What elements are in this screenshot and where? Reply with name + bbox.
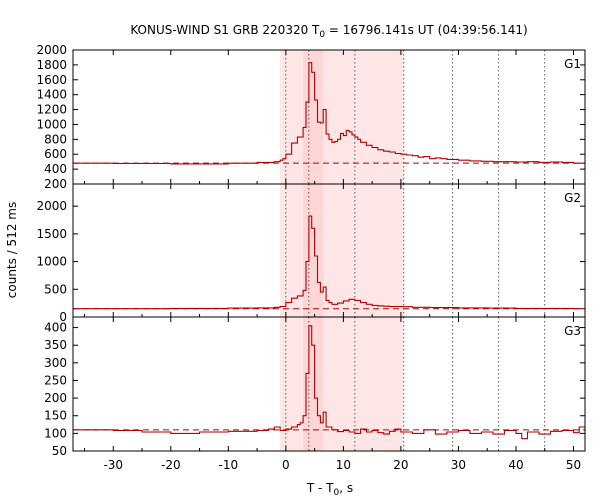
y-tick-label: 400 [44, 321, 67, 335]
panel-label-g2: G2 [564, 191, 581, 205]
panel-g3: 50 100 150 200 250 300 350 400 G3 [44, 316, 586, 458]
y-tick-label: 150 [44, 409, 67, 423]
shaded-interval-1 [303, 50, 324, 184]
shaded-interval-0 [280, 317, 404, 451]
x-tick-label: 0 [282, 458, 290, 472]
y-tick-label: 0 [59, 310, 67, 324]
shaded-interval-0 [280, 50, 404, 184]
x-tick-label: -10 [219, 458, 239, 472]
y-tick-label: 250 [44, 373, 67, 387]
y-tick-label: 1600 [36, 73, 67, 87]
y-tick-label: 400 [44, 162, 67, 176]
x-tick-label: 10 [336, 458, 351, 472]
x-tick-label: 50 [566, 458, 581, 472]
y-tick-label: 1000 [36, 255, 67, 269]
panel-label-g3: G3 [564, 324, 581, 338]
y-tick-label: 1000 [36, 117, 67, 131]
y-tick-label: 500 [44, 282, 67, 296]
shaded-interval-0 [280, 184, 404, 317]
y-tick-label: 200 [44, 177, 67, 191]
y-tick-label: 1500 [36, 227, 67, 241]
chart-title: KONUS-WIND S1 GRB 220320 T0 = 16796.141s… [130, 23, 527, 40]
y-tick-label: 1200 [36, 103, 67, 117]
y-tick-label: 1800 [36, 58, 67, 72]
x-tick-label: 30 [451, 458, 466, 472]
y-tick-label: 350 [44, 338, 67, 352]
x-tick-label: 40 [508, 458, 523, 472]
y-tick-label: 2000 [36, 199, 67, 213]
y-tick-label: 600 [44, 147, 67, 161]
panel-label-g1: G1 [564, 57, 581, 71]
shaded-interval-1 [303, 317, 324, 451]
y-tick-label: 50 [52, 444, 67, 458]
y-tick-label: 100 [44, 426, 67, 440]
panels-layer: 200400600800100012001400160018002000G105… [36, 43, 586, 472]
y-tick-label: 1400 [36, 88, 67, 102]
lightcurve-series-g1 [73, 62, 585, 165]
y-tick-label: 2000 [36, 43, 67, 57]
shaded-interval-1 [303, 184, 324, 317]
panel-g2: 0 500 1000 1500 2000 G2 [36, 183, 586, 324]
panel-frame [72, 316, 586, 452]
x-tick-label: -30 [103, 458, 123, 472]
y-axis-label: counts / 512 ms [5, 202, 19, 298]
x-tick-label: 20 [393, 458, 408, 472]
y-tick-label: 300 [44, 356, 67, 370]
y-tick-label: 800 [44, 132, 67, 146]
x-axis-label: T - T0, s [306, 481, 353, 498]
y-tick-label: 200 [44, 391, 67, 405]
x-tick-label: -20 [161, 458, 181, 472]
lightcurve-series-g2 [73, 215, 585, 310]
lightcurve-series-g3 [73, 325, 586, 440]
